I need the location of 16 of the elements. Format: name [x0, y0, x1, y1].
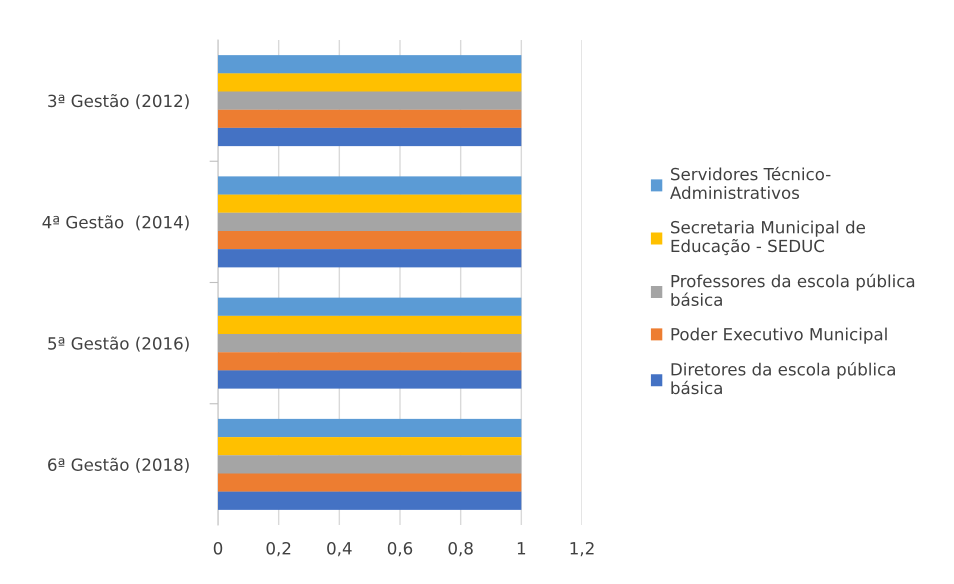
x-tick-label: 0,8	[448, 542, 473, 556]
x-tick-label: 0,2	[266, 542, 290, 556]
x-tick-label: 1,2	[570, 542, 594, 556]
legend-label: Professores da escola pública básica	[671, 274, 914, 306]
y-tick-label: 3ª Gestão (2012)	[48, 94, 189, 110]
legend-label: Servidores Técnico- Administrativos	[670, 166, 830, 200]
x-tick-label: 0,4	[327, 542, 352, 556]
x-tick-label: 0,6	[388, 542, 412, 556]
x-tick-label: 0	[214, 542, 222, 555]
y-tick-label: 6ª Gestão (2018)	[48, 458, 189, 473]
x-tick-label: 1	[518, 542, 526, 554]
legend-label: Secretaria Municipal de Educação - SEDUC	[671, 220, 865, 256]
y-tick-label: 5ª Gestão (2016)	[48, 336, 189, 352]
legend-label: Poder Executivo Municipal	[672, 328, 887, 344]
legend-label: Diretores da escola pública básica	[671, 362, 895, 394]
y-tick-label: 4ª Gestão (2014)	[42, 215, 189, 230]
